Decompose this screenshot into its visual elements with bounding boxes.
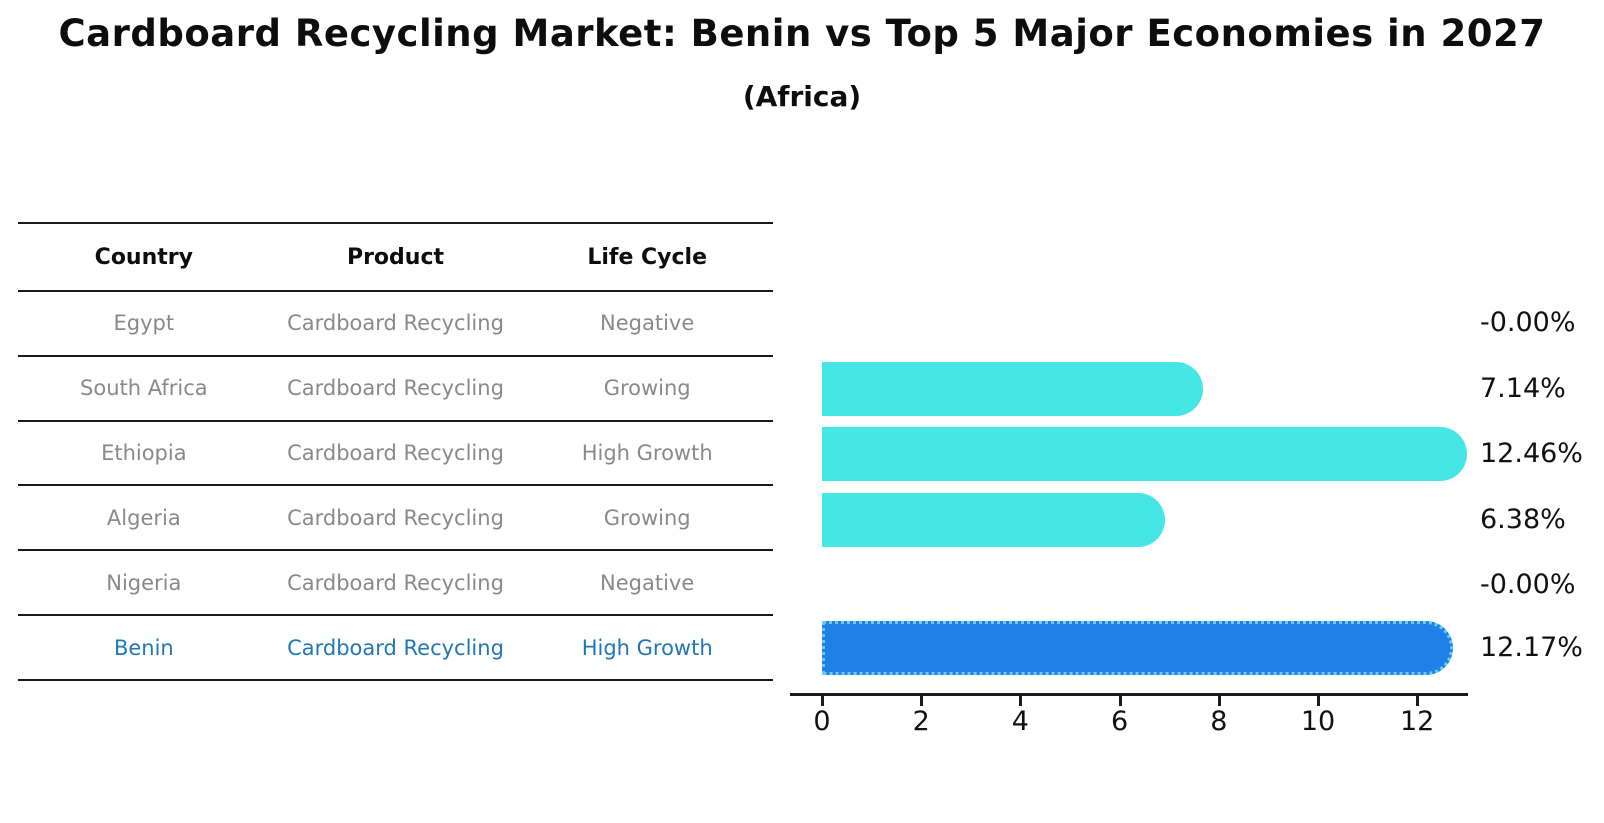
cell-life-cycle: Growing (603, 505, 691, 530)
x-axis-tick (821, 696, 824, 706)
x-axis-tick-label: 12 (1400, 706, 1435, 737)
cell-country: Nigeria (106, 570, 182, 595)
x-axis-tick (1217, 696, 1221, 706)
cell-life-cycle: Growing (603, 376, 691, 401)
chart-subtitle: (Africa) (742, 80, 862, 113)
column-header-life-cycle: Life Cycle (587, 244, 708, 270)
x-axis-tick-label: 4 (1011, 706, 1029, 737)
x-axis-tick (1118, 696, 1122, 706)
cell-country: South Africa (80, 376, 208, 401)
value-label-nigeria: -0.00% (1480, 569, 1576, 600)
x-axis-tick (920, 696, 924, 706)
cell-product: Cardboard Recycling (287, 635, 504, 660)
table-row-algeria: Algeria Cardboard Recycling Growing (18, 486, 773, 552)
cell-country: Egypt (113, 311, 175, 336)
cell-life-cycle: Negative (600, 570, 695, 595)
x-axis-line (790, 693, 1468, 696)
table-row-benin: Benin Cardboard Recycling High Growth (18, 616, 773, 681)
table-header-row: Country Product Life Cycle (18, 224, 773, 292)
x-axis-tick-label: 6 (1111, 706, 1129, 737)
value-label-ethiopia: 12.46% (1480, 438, 1583, 469)
bar-benin (822, 621, 1453, 675)
value-label-algeria: 6.38% (1480, 504, 1566, 535)
country-table: Country Product Life Cycle Egypt Cardboa… (18, 222, 773, 681)
cell-product: Cardboard Recycling (287, 311, 504, 336)
column-header-country: Country (94, 244, 193, 270)
x-axis-tick (1019, 696, 1023, 706)
value-label-south-africa: 7.14% (1480, 373, 1566, 404)
chart-title: Cardboard Recycling Market: Benin vs Top… (58, 12, 1546, 55)
table-row-south-africa: South Africa Cardboard Recycling Growing (18, 357, 773, 422)
cell-product: Cardboard Recycling (287, 376, 504, 401)
cell-country: Benin (113, 635, 174, 660)
cell-life-cycle: Negative (600, 311, 695, 336)
cell-life-cycle: High Growth (581, 635, 713, 660)
cell-product: Cardboard Recycling (287, 570, 504, 595)
cell-country: Ethiopia (101, 441, 187, 466)
cell-product: Cardboard Recycling (287, 441, 504, 466)
cell-product: Cardboard Recycling (287, 505, 504, 530)
x-axis-tick-label: 2 (912, 706, 930, 737)
cell-country: Algeria (106, 505, 181, 530)
bar-algeria (822, 493, 1165, 547)
bar-south-africa (822, 362, 1203, 416)
column-header-product: Product (346, 244, 445, 270)
table-row-ethiopia: Ethiopia Cardboard Recycling High Growth (18, 422, 773, 487)
x-axis-tick-label: 10 (1300, 706, 1336, 737)
table-row-nigeria: Nigeria Cardboard Recycling Negative (18, 551, 773, 617)
bar-ethiopia (822, 427, 1467, 481)
value-label-egypt: -0.00% (1480, 307, 1576, 338)
x-axis-tick-label: 8 (1210, 706, 1228, 737)
value-label-benin: 12.17% (1480, 632, 1583, 663)
table-row-egypt: Egypt Cardboard Recycling Negative (18, 292, 773, 357)
x-axis-tick-label: 0 (813, 706, 831, 737)
cell-life-cycle: High Growth (581, 441, 713, 466)
x-axis-tick (1317, 696, 1320, 706)
x-axis-tick (1416, 696, 1420, 706)
